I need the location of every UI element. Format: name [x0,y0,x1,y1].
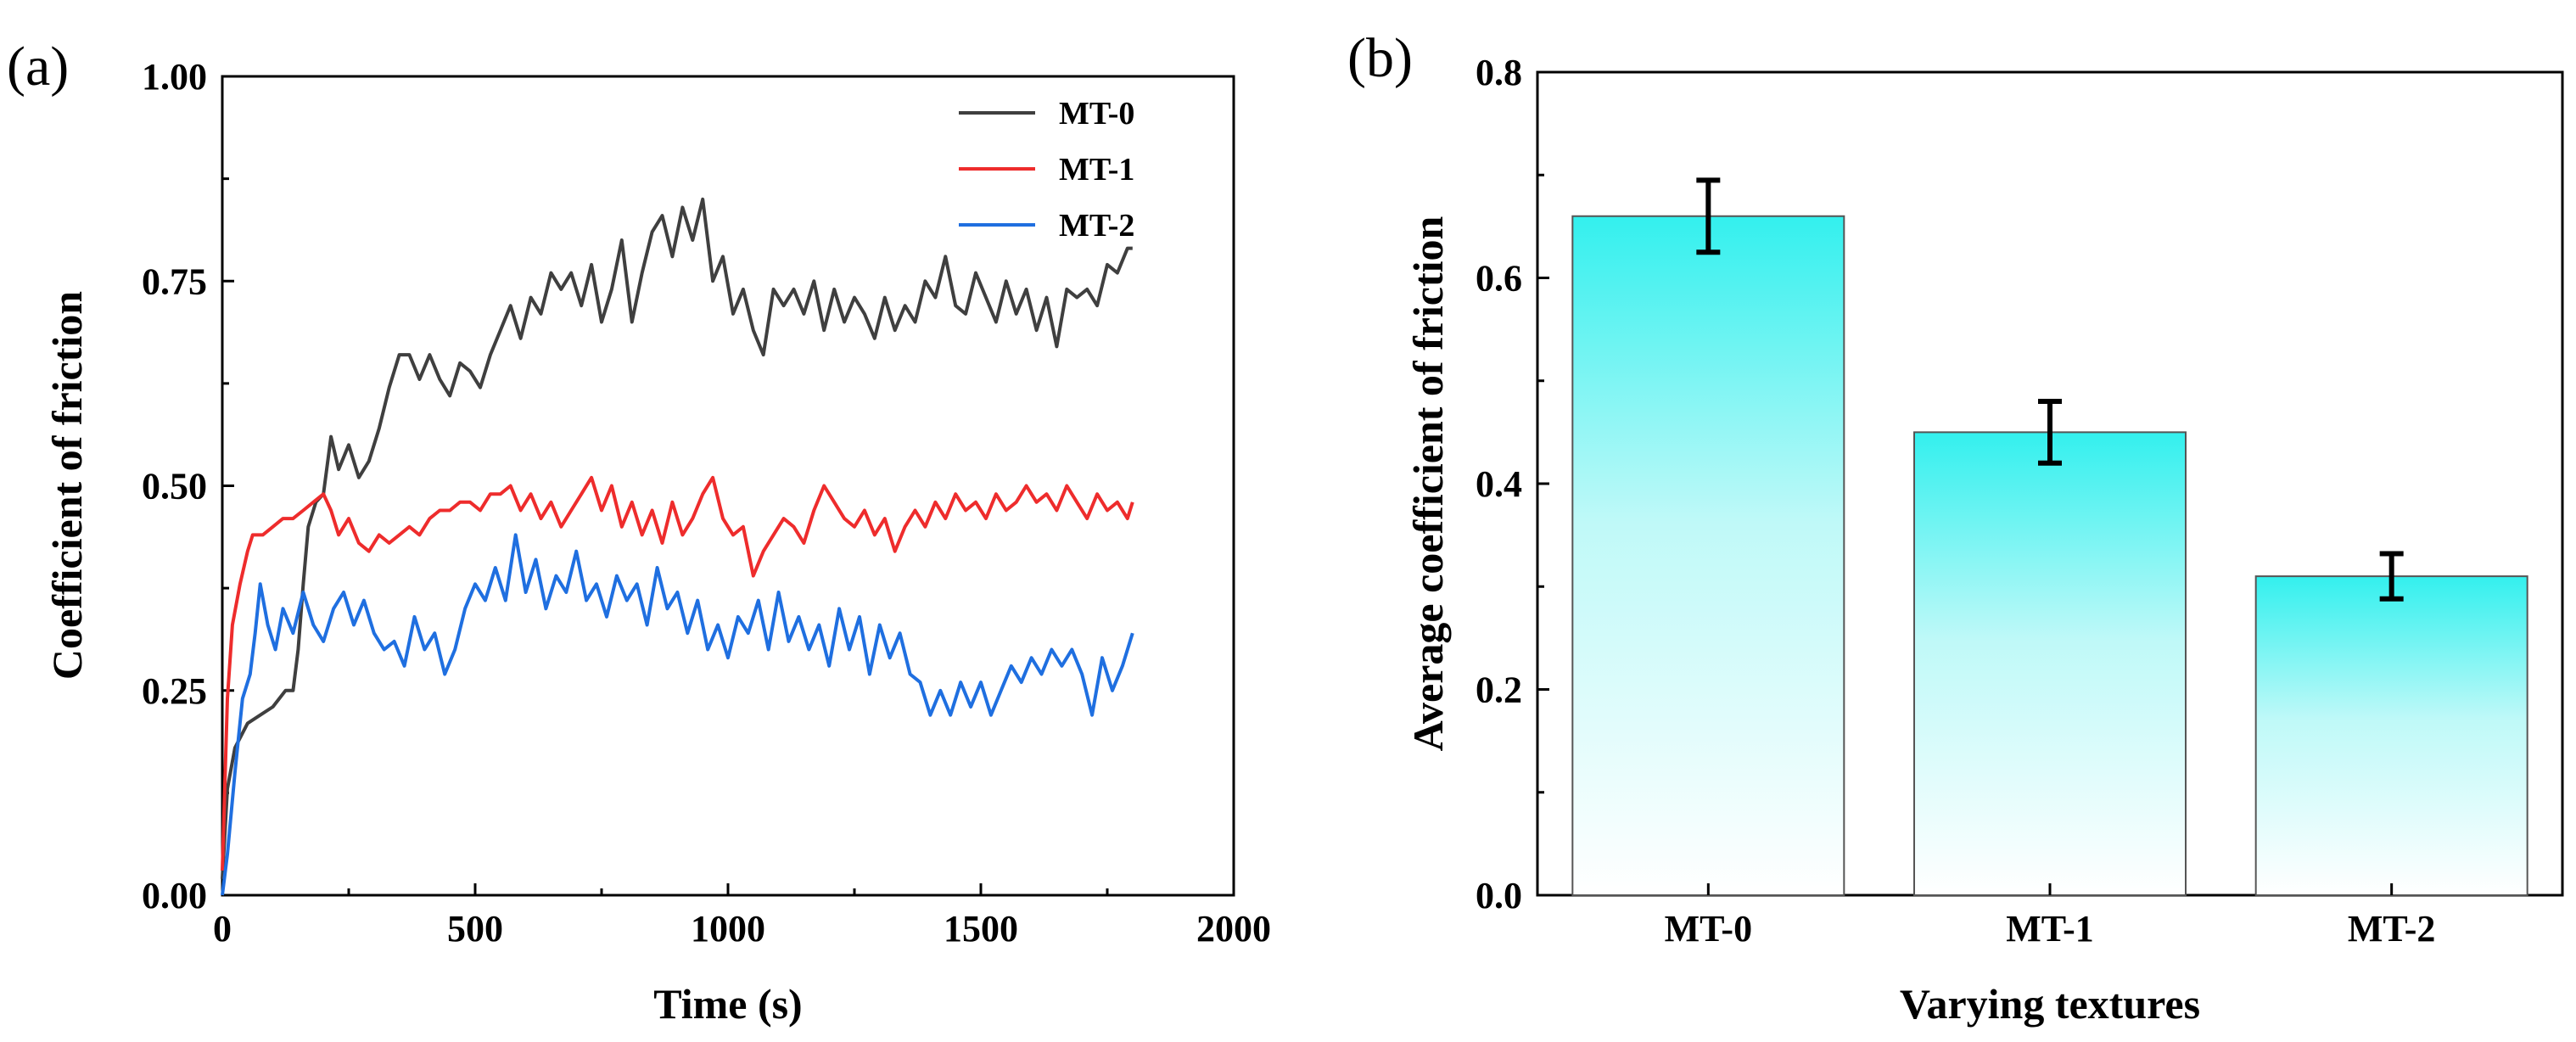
y-tick-label: 0.0 [1476,875,1522,916]
panel-b-label: (b) [1347,27,1413,89]
bar-mt-0 [1571,215,1845,896]
bar-mt-2 [2254,575,2528,896]
series-line-mt-1 [221,475,1134,871]
x-tick-label: 500 [447,908,503,950]
panel-b-bars [1571,177,2528,896]
x-tick-label: 2000 [1196,908,1271,950]
x-tick-label: 1500 [944,908,1018,950]
series-line-mt-2 [221,533,1134,896]
y-tick-label: 0.4 [1476,463,1522,505]
x-tick-label: MT-0 [1665,908,1753,950]
legend-label: MT-1 [1059,152,1134,188]
y-tick-label: 0.00 [142,875,207,916]
panel-a-ticks: 0 500 1000 1500 2000 0.00 0.25 0.50 0.75 1.00 [142,56,1271,950]
y-tick-label: 0.25 [142,670,207,712]
legend-label: MT-2 [1059,208,1134,244]
y-tick-label: 0.8 [1476,52,1522,93]
series-line-mt-0 [221,197,1133,879]
panel-b-ticks: 0.0 0.2 0.4 0.6 0.8 MT-0 MT-1 MT-2 [1476,52,2435,950]
y-tick-label: 0.75 [142,260,207,302]
panel-b-x-axis-label: Varying textures [1900,980,2200,1028]
y-tick-label: 0.2 [1476,669,1522,711]
y-tick-label: 0.50 [142,466,207,507]
panel-a-series [221,197,1134,896]
y-tick-label: 0.6 [1476,258,1522,300]
x-tick-label: 1000 [691,908,765,950]
panel-a-plot-frame [221,75,1235,897]
panel-a-x-axis-label: Time (s) [653,980,802,1028]
panel-b-y-axis-label: Average coefficient of friction [1404,216,1452,751]
bar-mt-1 [1913,431,2187,896]
panel-b: (b) 0.0 0.2 0.4 0.6 0.8 MT-0 MT-1 MT-2 Varying … [1347,27,2564,1028]
legend-label: MT-0 [1059,96,1134,132]
panel-a: (a) 0 500 1000 1500 2000 0.00 0.25 0.50 0.75 1.00… [7,36,1271,1028]
panel-a-label: (a) [7,36,69,98]
x-tick-label: MT-1 [2006,908,2094,950]
x-tick-label: MT-2 [2348,908,2436,950]
y-tick-label: 1.00 [142,56,207,98]
panel-a-legend: MT-0 MT-1 MT-2 [959,96,1134,244]
x-tick-label: 0 [213,908,232,950]
panel-a-y-axis-label: Coefficient of friction [43,291,91,680]
